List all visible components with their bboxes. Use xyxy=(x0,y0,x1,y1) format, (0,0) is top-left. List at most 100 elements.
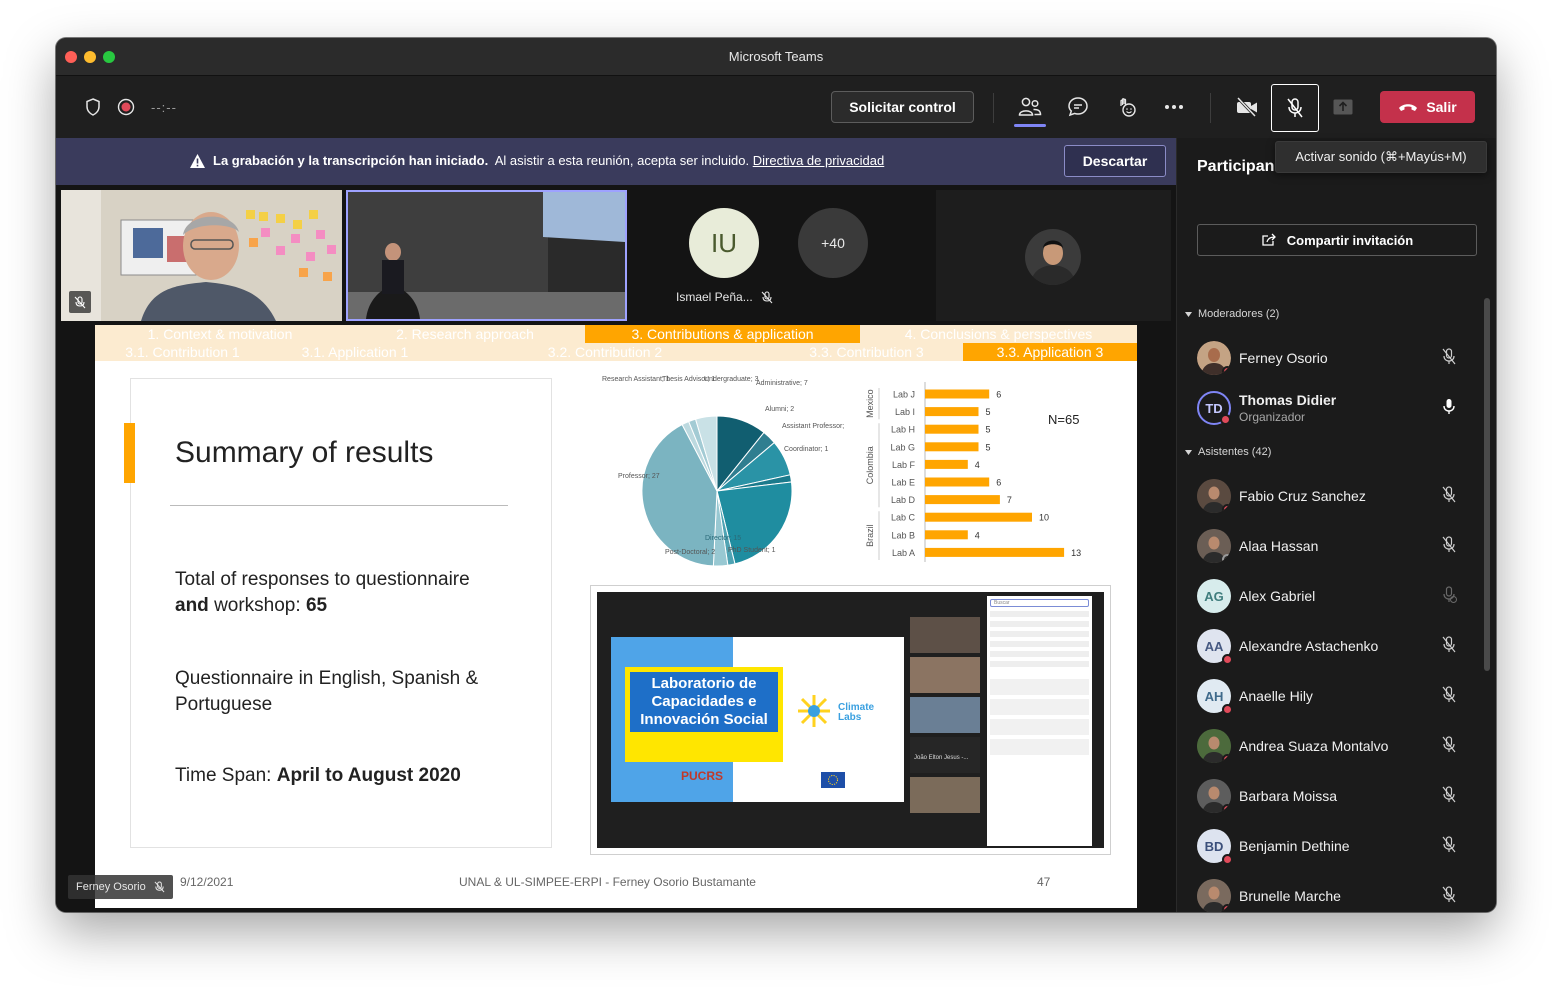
embedded-chat-panel: Buscar xyxy=(987,596,1092,846)
participant-name: Barbara Moissa xyxy=(1239,788,1338,804)
shared-slide: 1. Context & motivation 2. Research appr… xyxy=(95,325,1137,908)
bar-lab-c xyxy=(925,512,1032,522)
participant-name: Brunelle Marche xyxy=(1239,888,1341,904)
bar-value-label: 6 xyxy=(996,478,1001,488)
video-tile-avatars: IU +40 Ismael Peña... xyxy=(656,190,868,321)
chat-message xyxy=(990,699,1089,715)
pie-label: Thesis Advisor; 1 xyxy=(662,376,715,383)
video-tile-participant-1[interactable] xyxy=(61,190,342,321)
attendees-section-header[interactable]: Asistentes (42) xyxy=(1185,446,1271,458)
participant-name: Anaelle Hily xyxy=(1239,688,1313,704)
p1-bold: and xyxy=(175,595,209,616)
pie-label: PhD Student; 1 xyxy=(728,547,776,554)
mic-off-icon xyxy=(1442,536,1456,553)
leave-button[interactable]: Salir xyxy=(1380,91,1475,123)
climate-labs-text: Climate Labs xyxy=(838,703,874,723)
mic-off-icon xyxy=(1442,836,1456,853)
slide-footer-date: 9/12/2021 xyxy=(180,875,234,889)
warning-icon xyxy=(190,154,205,168)
chat-line xyxy=(990,631,1089,637)
participant-row[interactable]: AH Anaelle Hily xyxy=(1197,674,1477,718)
reactions-icon[interactable] xyxy=(1111,92,1141,122)
panel-scrollbar[interactable] xyxy=(1484,298,1490,671)
panel-title: Participan xyxy=(1197,158,1275,175)
mic-off-icon xyxy=(1442,348,1456,365)
chevron-down-icon xyxy=(1185,311,1192,317)
share-screen-icon[interactable] xyxy=(1328,92,1358,122)
banner-message: La grabación y la transcripción han inic… xyxy=(213,153,884,168)
share-icon xyxy=(1262,233,1276,246)
request-control-button[interactable]: Solicitar control xyxy=(831,91,974,123)
mic-off-icon xyxy=(1442,736,1456,753)
participant-info: Benjamin Dethine xyxy=(1239,838,1350,854)
participant-row[interactable]: Barbara Moissa xyxy=(1197,774,1477,818)
more-participants-badge[interactable]: +40 xyxy=(798,208,868,278)
participant-row[interactable]: AA Alexandre Astachenko xyxy=(1197,624,1477,668)
participant-row[interactable]: Fabio Cruz Sanchez xyxy=(1197,474,1477,518)
mic-off-icon xyxy=(1442,786,1456,803)
bar-lab-h xyxy=(925,424,979,434)
p1-rest: workshop: xyxy=(214,595,301,616)
participant-info: Alaa Hassan xyxy=(1239,538,1318,554)
banner-text: Al asistir a esta reunión, acepta ser in… xyxy=(494,153,750,168)
status-dot xyxy=(1222,504,1231,513)
tile-participant-name: Ismael Peña... xyxy=(676,290,773,304)
status-dot xyxy=(1222,654,1233,665)
minimize-window-button[interactable] xyxy=(84,51,96,63)
avatar-initials: AG xyxy=(1204,588,1224,604)
eu-flag-icon xyxy=(821,772,845,788)
dismiss-button[interactable]: Descartar xyxy=(1064,145,1166,177)
participant-row[interactable]: Brunelle Marche xyxy=(1197,874,1477,912)
video-tile-profile[interactable] xyxy=(936,190,1171,321)
participant-row[interactable]: TD Thomas Didier Organizador xyxy=(1197,386,1477,430)
participant-row[interactable]: AG Alex Gabriel xyxy=(1197,574,1477,618)
bar-category-label: Lab A xyxy=(892,548,915,558)
participant-name: Benjamin Dethine xyxy=(1239,838,1350,854)
participant-name: Alex Gabriel xyxy=(1239,588,1316,604)
bar-value-label: 5 xyxy=(986,425,991,435)
camera-off-icon[interactable] xyxy=(1232,92,1262,122)
poster-text: Laboratorio de Capacidades e Innovación … xyxy=(630,672,778,732)
bar-value-label: 13 xyxy=(1071,548,1081,558)
avatar xyxy=(1197,879,1231,912)
embedded-video-3 xyxy=(910,697,980,733)
participant-row[interactable]: Ferney Osorio xyxy=(1197,336,1477,380)
pie-label: Post-Doctoral; 2 xyxy=(665,549,715,556)
participant-row[interactable]: BD Benjamin Dethine xyxy=(1197,824,1477,868)
maximize-window-button[interactable] xyxy=(103,51,115,63)
chat-message xyxy=(990,719,1089,735)
pie-label: Professor; 27 xyxy=(618,473,660,480)
slide-title: Summary of results xyxy=(175,436,434,469)
unmute-button[interactable] xyxy=(1271,84,1319,132)
poster-line-2: Capacidades e xyxy=(651,693,757,710)
participant-row[interactable]: Andrea Suaza Montalvo xyxy=(1197,724,1477,768)
p1-normal: Total of responses to questionnaire xyxy=(175,569,470,590)
share-invite-button[interactable]: Compartir invitación xyxy=(1197,224,1477,256)
participant-info: Brunelle Marche xyxy=(1239,888,1341,904)
embedded-video-2 xyxy=(910,657,980,693)
pie-slice-director xyxy=(716,481,793,565)
participant-row[interactable]: Alaa Hassan xyxy=(1197,524,1477,568)
video-tile-participant-2[interactable] xyxy=(346,190,627,321)
nav-section-1: 1. Context & motivation xyxy=(147,326,293,342)
tile-mic-off-icon xyxy=(69,291,91,313)
summary-box xyxy=(130,378,552,848)
banner-bold-text: La grabación y la transcripción han inic… xyxy=(213,153,489,168)
embedded-video-5 xyxy=(910,777,980,813)
presenter-mic-off-icon xyxy=(154,881,165,893)
more-options-icon[interactable] xyxy=(1159,92,1189,122)
title-divider xyxy=(170,505,508,506)
poster-line-3: Innovación Social xyxy=(640,711,768,728)
avatar-ismael[interactable]: IU xyxy=(689,208,759,278)
privacy-link[interactable]: Directiva de privacidad xyxy=(752,153,885,168)
participant-info: Alexandre Astachenko xyxy=(1239,638,1378,654)
people-icon[interactable] xyxy=(1015,92,1045,122)
chat-icon[interactable] xyxy=(1063,92,1093,122)
close-window-button[interactable] xyxy=(65,51,77,63)
avatar xyxy=(1197,729,1231,763)
moderators-section-header[interactable]: Moderadores (2) xyxy=(1185,308,1279,320)
pie-slice-undergraduate xyxy=(694,415,718,492)
toolbar-divider xyxy=(1210,93,1211,123)
shield-icon[interactable] xyxy=(78,92,108,122)
avatar-initials: TD xyxy=(1205,400,1223,416)
